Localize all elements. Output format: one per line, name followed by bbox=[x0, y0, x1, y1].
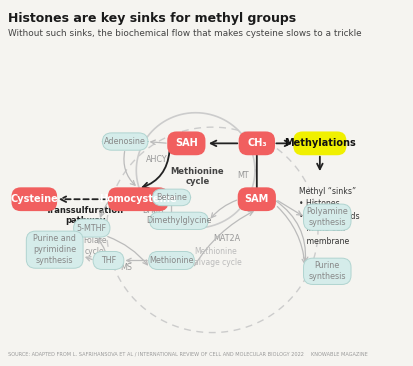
FancyBboxPatch shape bbox=[152, 189, 190, 206]
Text: Histones are key sinks for methyl groups: Histones are key sinks for methyl groups bbox=[8, 12, 296, 25]
Text: Without such sinks, the biochemical flow that makes cysteine slows to a trickle: Without such sinks, the biochemical flow… bbox=[8, 29, 361, 38]
Text: MAT2A: MAT2A bbox=[213, 234, 240, 243]
Text: Purine and
pyrimidine
synthesis: Purine and pyrimidine synthesis bbox=[33, 235, 76, 265]
Text: Folate
cycle: Folate cycle bbox=[83, 236, 106, 256]
FancyBboxPatch shape bbox=[102, 133, 147, 150]
FancyBboxPatch shape bbox=[108, 187, 168, 211]
Text: Adenosine: Adenosine bbox=[104, 137, 146, 146]
Text: MS: MS bbox=[120, 263, 132, 272]
FancyBboxPatch shape bbox=[74, 219, 110, 237]
FancyBboxPatch shape bbox=[238, 131, 274, 155]
Text: Betaine: Betaine bbox=[156, 193, 187, 202]
Text: Cysteine: Cysteine bbox=[10, 194, 58, 204]
Text: AHCY: AHCY bbox=[145, 155, 167, 164]
FancyBboxPatch shape bbox=[167, 131, 205, 155]
FancyBboxPatch shape bbox=[293, 131, 346, 155]
Text: THF: THF bbox=[101, 256, 116, 265]
Text: Methylations: Methylations bbox=[283, 138, 355, 148]
Text: MT: MT bbox=[237, 171, 248, 180]
FancyBboxPatch shape bbox=[148, 251, 194, 269]
FancyBboxPatch shape bbox=[303, 258, 350, 284]
Text: Polyamine
synthesis: Polyamine synthesis bbox=[306, 208, 347, 227]
Text: Methionine
salvage cycle: Methionine salvage cycle bbox=[190, 247, 241, 266]
FancyBboxPatch shape bbox=[149, 212, 208, 229]
FancyBboxPatch shape bbox=[93, 251, 123, 269]
Text: Methyl “sinks”
• Histones
• Phospholipids
   in the cell
   membrane: Methyl “sinks” • Histones • Phospholipid… bbox=[299, 187, 359, 246]
Text: SAH: SAH bbox=[175, 138, 197, 148]
FancyBboxPatch shape bbox=[26, 231, 83, 268]
Text: SOURCE: ADAPTED FROM L. SAFRIHANSOVA ET AL / INTERNATIONAL REVIEW OF CELL AND MO: SOURCE: ADAPTED FROM L. SAFRIHANSOVA ET … bbox=[8, 352, 304, 357]
FancyBboxPatch shape bbox=[303, 204, 350, 231]
Text: Methionine
cycle: Methionine cycle bbox=[170, 167, 224, 186]
Text: CH₃: CH₃ bbox=[247, 138, 266, 148]
Text: Purine
synthesis: Purine synthesis bbox=[308, 261, 345, 281]
Text: SAM: SAM bbox=[244, 194, 268, 204]
Text: KNOWABLE MAGAZINE: KNOWABLE MAGAZINE bbox=[311, 352, 367, 357]
Text: Dimethylglycine: Dimethylglycine bbox=[146, 216, 211, 225]
Text: 5-MTHF: 5-MTHF bbox=[76, 224, 107, 232]
Text: Homocysteine: Homocysteine bbox=[99, 194, 176, 204]
Text: Transsulfuration
pathway: Transsulfuration pathway bbox=[46, 206, 124, 225]
Text: BHMT: BHMT bbox=[142, 206, 165, 215]
FancyBboxPatch shape bbox=[12, 187, 57, 211]
Text: Methionine: Methionine bbox=[149, 256, 193, 265]
FancyBboxPatch shape bbox=[237, 187, 275, 211]
